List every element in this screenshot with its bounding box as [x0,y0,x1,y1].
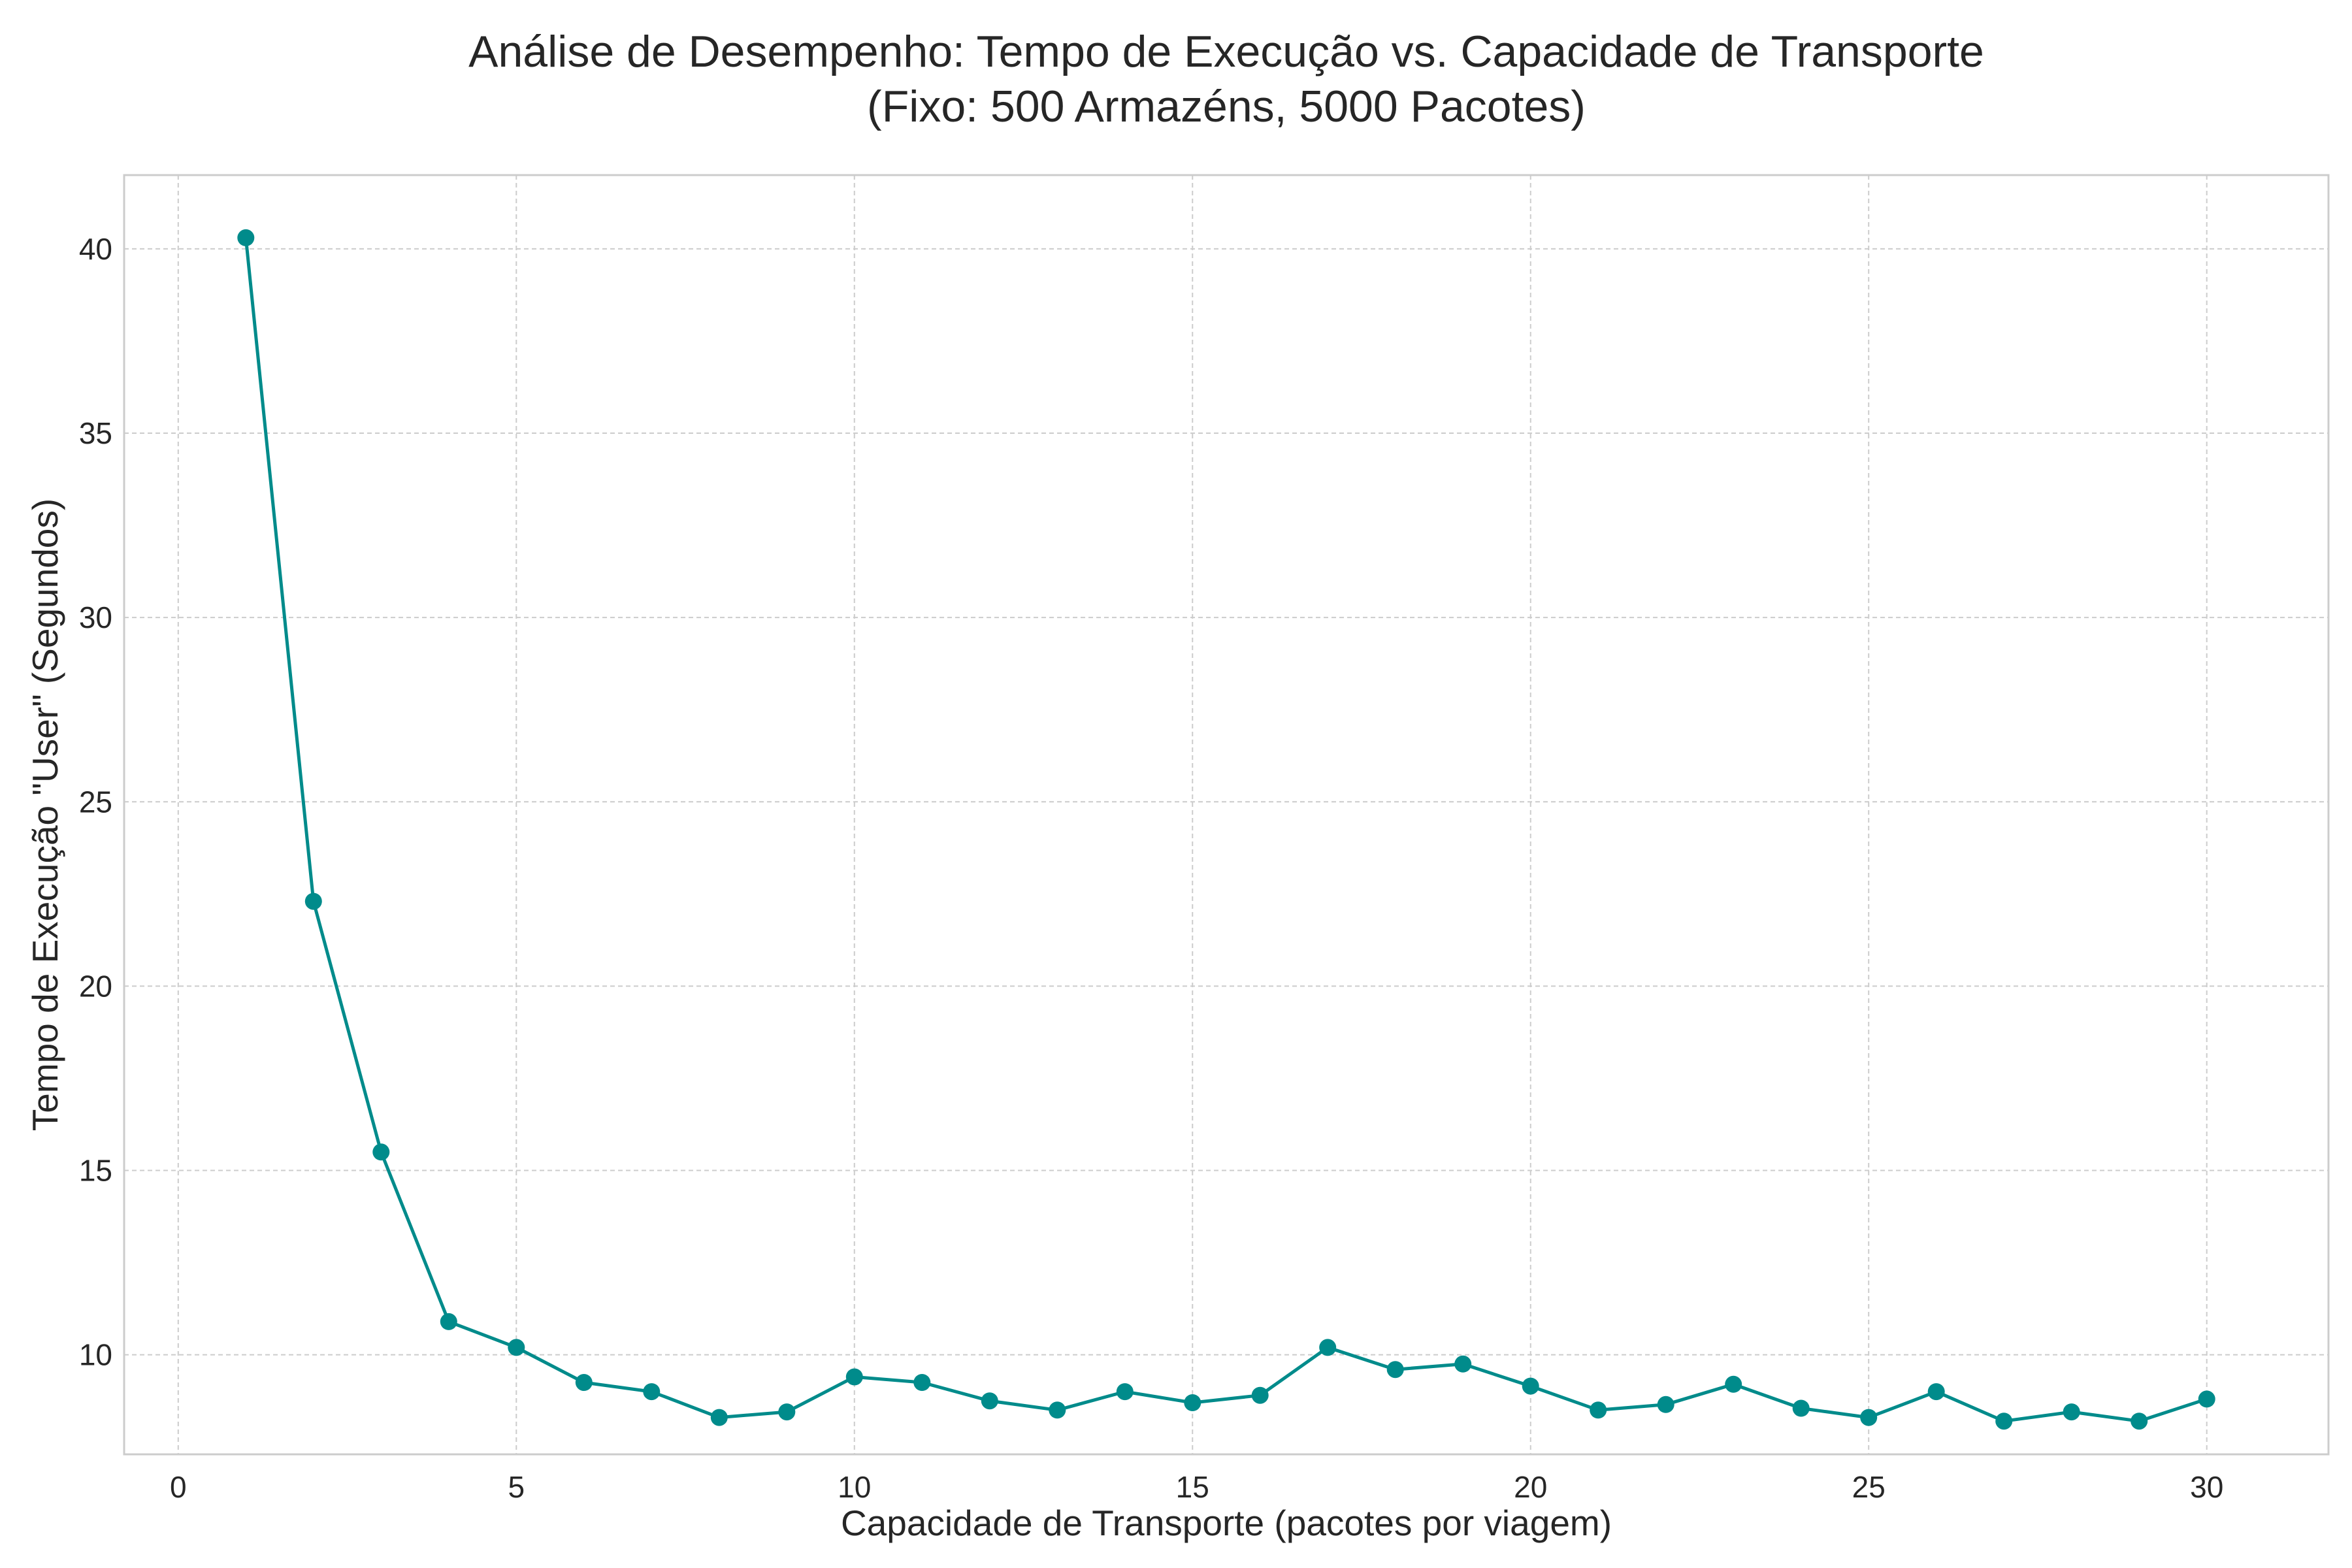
y-tick-label: 25 [79,785,112,819]
chart-title: Análise de Desempenho: Tempo de Execução… [468,27,1984,76]
y-axis-label: Tempo de Execução "User" (Segundos) [25,498,65,1131]
x-tick-label: 0 [170,1470,187,1504]
data-point [575,1374,593,1391]
data-point [1522,1377,1539,1395]
y-tick-label: 20 [79,969,112,1003]
data-point [710,1409,728,1426]
x-axis-ticks: 0 5 10 15 20 25 30 [170,1470,2223,1504]
x-tick-label: 20 [1514,1470,1547,1504]
x-tick-label: 30 [2190,1470,2223,1504]
data-point [1116,1383,1134,1401]
series-line [244,237,2208,1423]
x-tick-label: 10 [838,1470,871,1504]
plot-frame [123,174,2330,1456]
y-tick-label: 30 [79,600,112,634]
data-point [845,1368,863,1386]
chart-subtitle: (Fixo: 500 Armazéns, 5000 Pacotes) [867,82,1586,131]
x-tick-label: 5 [508,1470,525,1504]
data-point [1995,1413,2013,1430]
x-axis-label: Capacidade de Transporte (pacotes por vi… [841,1503,1612,1543]
data-point [440,1313,457,1330]
data-point [508,1339,525,1356]
y-tick-label: 10 [79,1338,112,1372]
data-point [1792,1399,1810,1417]
x-tick-label: 15 [1176,1470,1209,1504]
data-point [237,229,255,246]
data-point [913,1374,931,1391]
data-point [2131,1413,2148,1430]
data-point [643,1383,661,1401]
y-tick-label: 15 [79,1154,112,1188]
data-point [1860,1409,1878,1426]
data-point [1319,1339,1337,1356]
y-tick-label: 35 [79,416,112,450]
data-point [1049,1401,1066,1419]
data-point [1725,1375,1742,1393]
y-axis-ticks: 10 15 20 25 30 35 40 [79,232,112,1372]
data-point [1251,1386,1269,1404]
data-point [981,1392,998,1410]
data-point [1454,1355,1472,1373]
data-point [2063,1403,2080,1421]
data-point [1657,1396,1674,1413]
data-point [1590,1401,1607,1419]
data-point [778,1403,796,1421]
y-tick-label: 40 [79,232,112,266]
data-point [2198,1390,2215,1408]
data-point [304,892,322,910]
grid [124,175,2328,1454]
data-point [372,1143,390,1161]
data-point [1927,1383,1945,1401]
data-points [237,229,2215,1430]
x-tick-label: 25 [1852,1470,1886,1504]
data-point [1184,1394,1201,1411]
data-point [1386,1361,1404,1379]
